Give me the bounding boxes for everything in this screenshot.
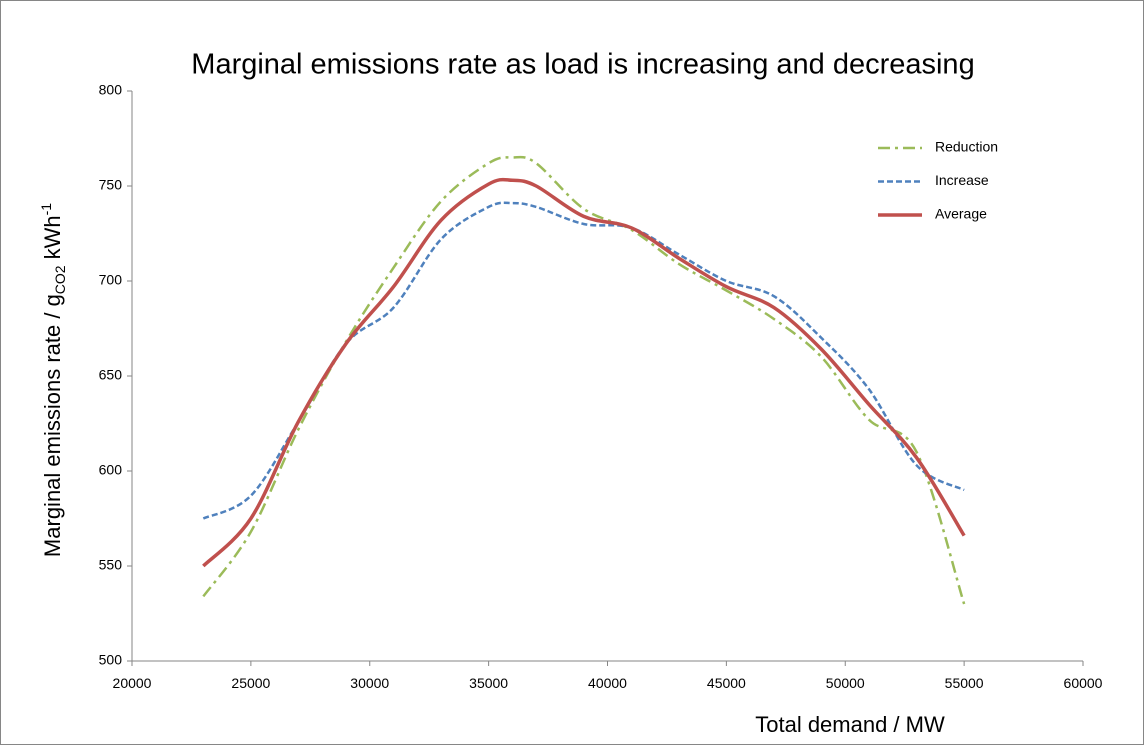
y-tick-label: 650 — [99, 367, 123, 383]
y-label-sup: -1 — [38, 203, 54, 216]
y-tick-label: 550 — [99, 557, 123, 573]
x-tick-label: 30000 — [350, 675, 389, 691]
x-tick-label: 50000 — [826, 675, 865, 691]
y-tick-label: 750 — [99, 177, 123, 193]
x-tick-label: 35000 — [469, 675, 508, 691]
y-tick-label: 800 — [99, 82, 123, 98]
y-tick-label: 600 — [99, 462, 123, 478]
y-axis-label: Marginal emissions rate / gCO2 kWh-1 — [38, 203, 68, 557]
x-tick-label: 60000 — [1064, 675, 1103, 691]
y-label-unit: kWh — [40, 215, 65, 259]
series-line — [202, 177, 966, 568]
legend-label: Reduction — [935, 139, 998, 155]
legend-label: Increase — [935, 172, 989, 188]
legend-label: Average — [935, 206, 987, 222]
x-tick-label: 25000 — [231, 675, 270, 691]
y-label-main: Marginal emissions rate / g — [40, 294, 65, 557]
x-tick-label: 45000 — [707, 675, 746, 691]
x-tick-label: 55000 — [945, 675, 984, 691]
y-tick-label: 500 — [99, 652, 123, 668]
y-tick-label: 700 — [99, 272, 123, 288]
y-label-sub: CO2 — [52, 265, 68, 294]
x-tick-label: 40000 — [588, 675, 627, 691]
x-axis-label: Total demand / MW — [755, 712, 945, 737]
chart-title: Marginal emissions rate as load is incre… — [191, 49, 974, 81]
x-tick-label: 20000 — [113, 675, 152, 691]
